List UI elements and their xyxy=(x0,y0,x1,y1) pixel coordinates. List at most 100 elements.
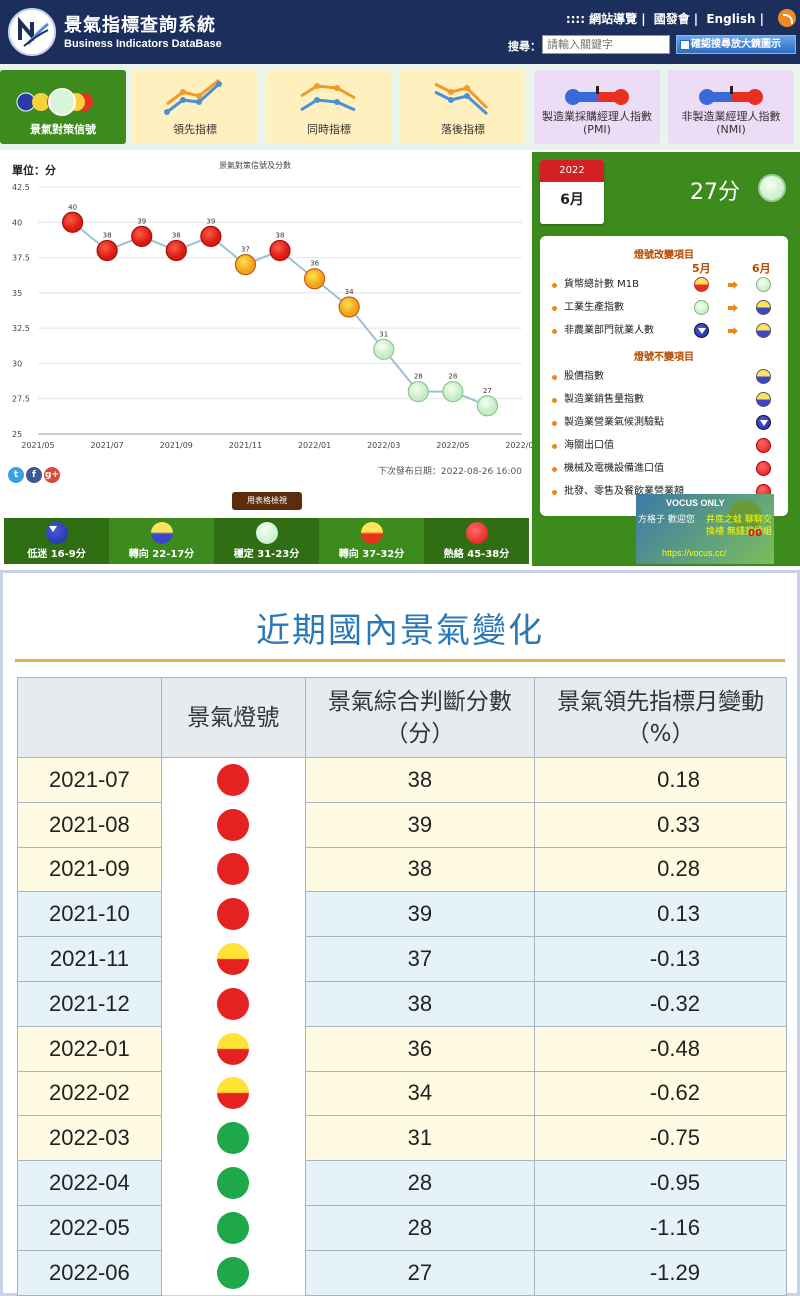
data-label: 34 xyxy=(345,288,354,296)
logo-icon xyxy=(18,16,49,47)
row-period: 2021-11 xyxy=(17,936,162,982)
row-score: 38 xyxy=(304,981,536,1027)
current-month: 6月 xyxy=(560,192,584,208)
current-score: 27分 xyxy=(690,180,740,205)
calendar-icon: 2022 6月 xyxy=(540,160,604,224)
recent-table-body: 2021-07 38 0.18 2021-08 39 0.33 2021-09 38 0.28 2… xyxy=(17,757,787,1296)
table-row: 2021-12 38 -0.32 xyxy=(17,981,787,1027)
link-english[interactable]: English xyxy=(706,12,756,26)
table-row: 2022-05 28 -1.16 xyxy=(17,1205,787,1251)
row-leading-change: 0.28 xyxy=(534,847,787,893)
site-subtitle: Business Indicators DataBase xyxy=(64,38,222,50)
row-score: 39 xyxy=(304,802,536,848)
y-tick-label: 27.5 xyxy=(12,395,30,404)
nav-label: 非製造業經理人指數(NMI) xyxy=(681,110,781,136)
vocus-ad-banner[interactable]: VOCUS ONLY 方格子 歡迎您 井底之蛙 聊聊交換禮 無錢賞評組 00 h… xyxy=(636,494,774,564)
prev-month-header: 5月 xyxy=(692,262,711,275)
signal-light xyxy=(217,1167,250,1200)
nav-pmi[interactable]: 製造業採購經理人指數(PMI) xyxy=(534,70,660,144)
signal-legend-bar: 低迷 16-9分 轉向 22-17分 穩定 31-23分 轉向 37-32分 熱… xyxy=(4,518,529,564)
legend-item: 轉向 37-32分 xyxy=(319,518,424,564)
google-plus-icon[interactable]: g+ xyxy=(44,467,60,483)
data-label: 27 xyxy=(483,387,492,395)
chart-unit-label: 單位：分 xyxy=(12,164,56,177)
data-point xyxy=(476,395,499,417)
data-point xyxy=(373,338,395,360)
table-row: 2022-03 31 -0.75 xyxy=(17,1115,787,1162)
twitter-icon[interactable]: t xyxy=(8,467,24,483)
site-logo[interactable] xyxy=(8,8,56,56)
signal-light xyxy=(756,369,771,384)
search-input[interactable] xyxy=(542,35,670,54)
row-signal xyxy=(160,847,306,892)
row-score: 34 xyxy=(304,1071,536,1117)
header-signal: 景氣燈號 xyxy=(160,677,306,758)
header-leading-change: 景氣領先指標月變動（%） xyxy=(534,677,787,758)
data-point xyxy=(61,211,84,233)
signal-light xyxy=(756,415,771,430)
changed-item: 貨幣總計數 M1B xyxy=(552,276,784,294)
arrow-right-icon xyxy=(728,304,738,312)
unchanged-item: 製造業銷售量指數 xyxy=(552,391,784,409)
link-ndc[interactable]: 國發會 xyxy=(653,12,690,26)
row-signal xyxy=(160,1115,306,1161)
rss-icon[interactable] xyxy=(778,9,796,27)
title-divider xyxy=(15,659,785,662)
changed-title: 燈號改變項目 xyxy=(634,250,694,261)
table-row: 2021-11 37 -0.13 xyxy=(17,936,787,982)
data-point xyxy=(303,268,326,290)
x-tick-label: 2022/03 xyxy=(367,441,400,450)
unchanged-item: 機械及電機設備進口值 xyxy=(552,460,784,478)
row-period: 2021-12 xyxy=(17,981,162,1027)
row-score: 38 xyxy=(304,847,536,893)
social-share: t f g+ xyxy=(8,462,62,483)
lagging-index-icon xyxy=(434,82,489,116)
leading-index-icon xyxy=(164,78,222,115)
x-tick-label: 2021/11 xyxy=(229,441,262,450)
table-view-button[interactable]: 用表格檢視 xyxy=(232,492,302,510)
signal-light xyxy=(694,323,709,338)
x-tick-label: 2021/07 xyxy=(91,441,124,450)
y-tick-label: 32.5 xyxy=(12,324,30,333)
signal-light xyxy=(756,461,771,476)
nav-coincident-index[interactable]: 同時指標 xyxy=(266,70,392,144)
row-leading-change: -0.95 xyxy=(534,1160,787,1206)
signal-light xyxy=(217,808,250,841)
row-leading-change: -0.32 xyxy=(534,981,787,1027)
pmi-gauge-icon xyxy=(565,86,629,105)
nav-nmi[interactable]: 非製造業經理人指數(NMI) xyxy=(668,70,794,144)
row-score: 36 xyxy=(304,1026,536,1072)
signal-light xyxy=(217,987,250,1020)
nav-business-signal[interactable]: 景氣對策信號 xyxy=(0,70,126,144)
row-period: 2021-10 xyxy=(17,891,162,938)
current-signal-panel: 2022 6月 27分 燈號改變項目 5月 6月 貨幣總計數 M1B 工業生產指… xyxy=(532,152,800,566)
table-row: 2021-08 39 0.33 xyxy=(17,802,787,848)
signal-light xyxy=(217,898,250,931)
row-score: 28 xyxy=(304,1205,536,1251)
current-signal-light xyxy=(758,174,786,202)
row-score: 28 xyxy=(304,1160,536,1206)
nav-leading-index[interactable]: 領先指標 xyxy=(132,70,258,144)
link-sitemap[interactable]: :::: 網站導覽 xyxy=(565,12,638,26)
row-leading-change: -1.16 xyxy=(534,1205,787,1251)
signal-light xyxy=(756,392,771,407)
row-period: 2021-08 xyxy=(17,802,162,848)
row-period: 2022-05 xyxy=(17,1205,162,1251)
table-row: 2022-02 34 -0.62 xyxy=(17,1071,787,1117)
facebook-icon[interactable]: f xyxy=(26,467,42,483)
search-button[interactable]: 確認搜尋放大鏡圖示 xyxy=(676,35,796,54)
signal-light xyxy=(151,522,173,544)
row-signal xyxy=(160,1071,306,1116)
data-label: 31 xyxy=(379,330,388,338)
y-tick-label: 40 xyxy=(12,218,22,227)
signal-line-chart: 42.5 40 37.5 35 32.5 30 27.5 25 2021/05 2021/07 20… xyxy=(12,183,532,450)
y-tick-label: 35 xyxy=(12,289,22,298)
signal-light xyxy=(217,764,250,797)
data-label: 28 xyxy=(448,373,457,381)
next-release-date: 下次發布日期：2022-08-26 16:00 xyxy=(377,467,522,477)
row-score: 37 xyxy=(304,936,536,982)
data-label: 36 xyxy=(310,260,319,268)
nav-lagging-index[interactable]: 落後指標 xyxy=(400,70,526,144)
data-label: 37 xyxy=(241,246,250,254)
current-year: 2022 xyxy=(540,160,604,182)
